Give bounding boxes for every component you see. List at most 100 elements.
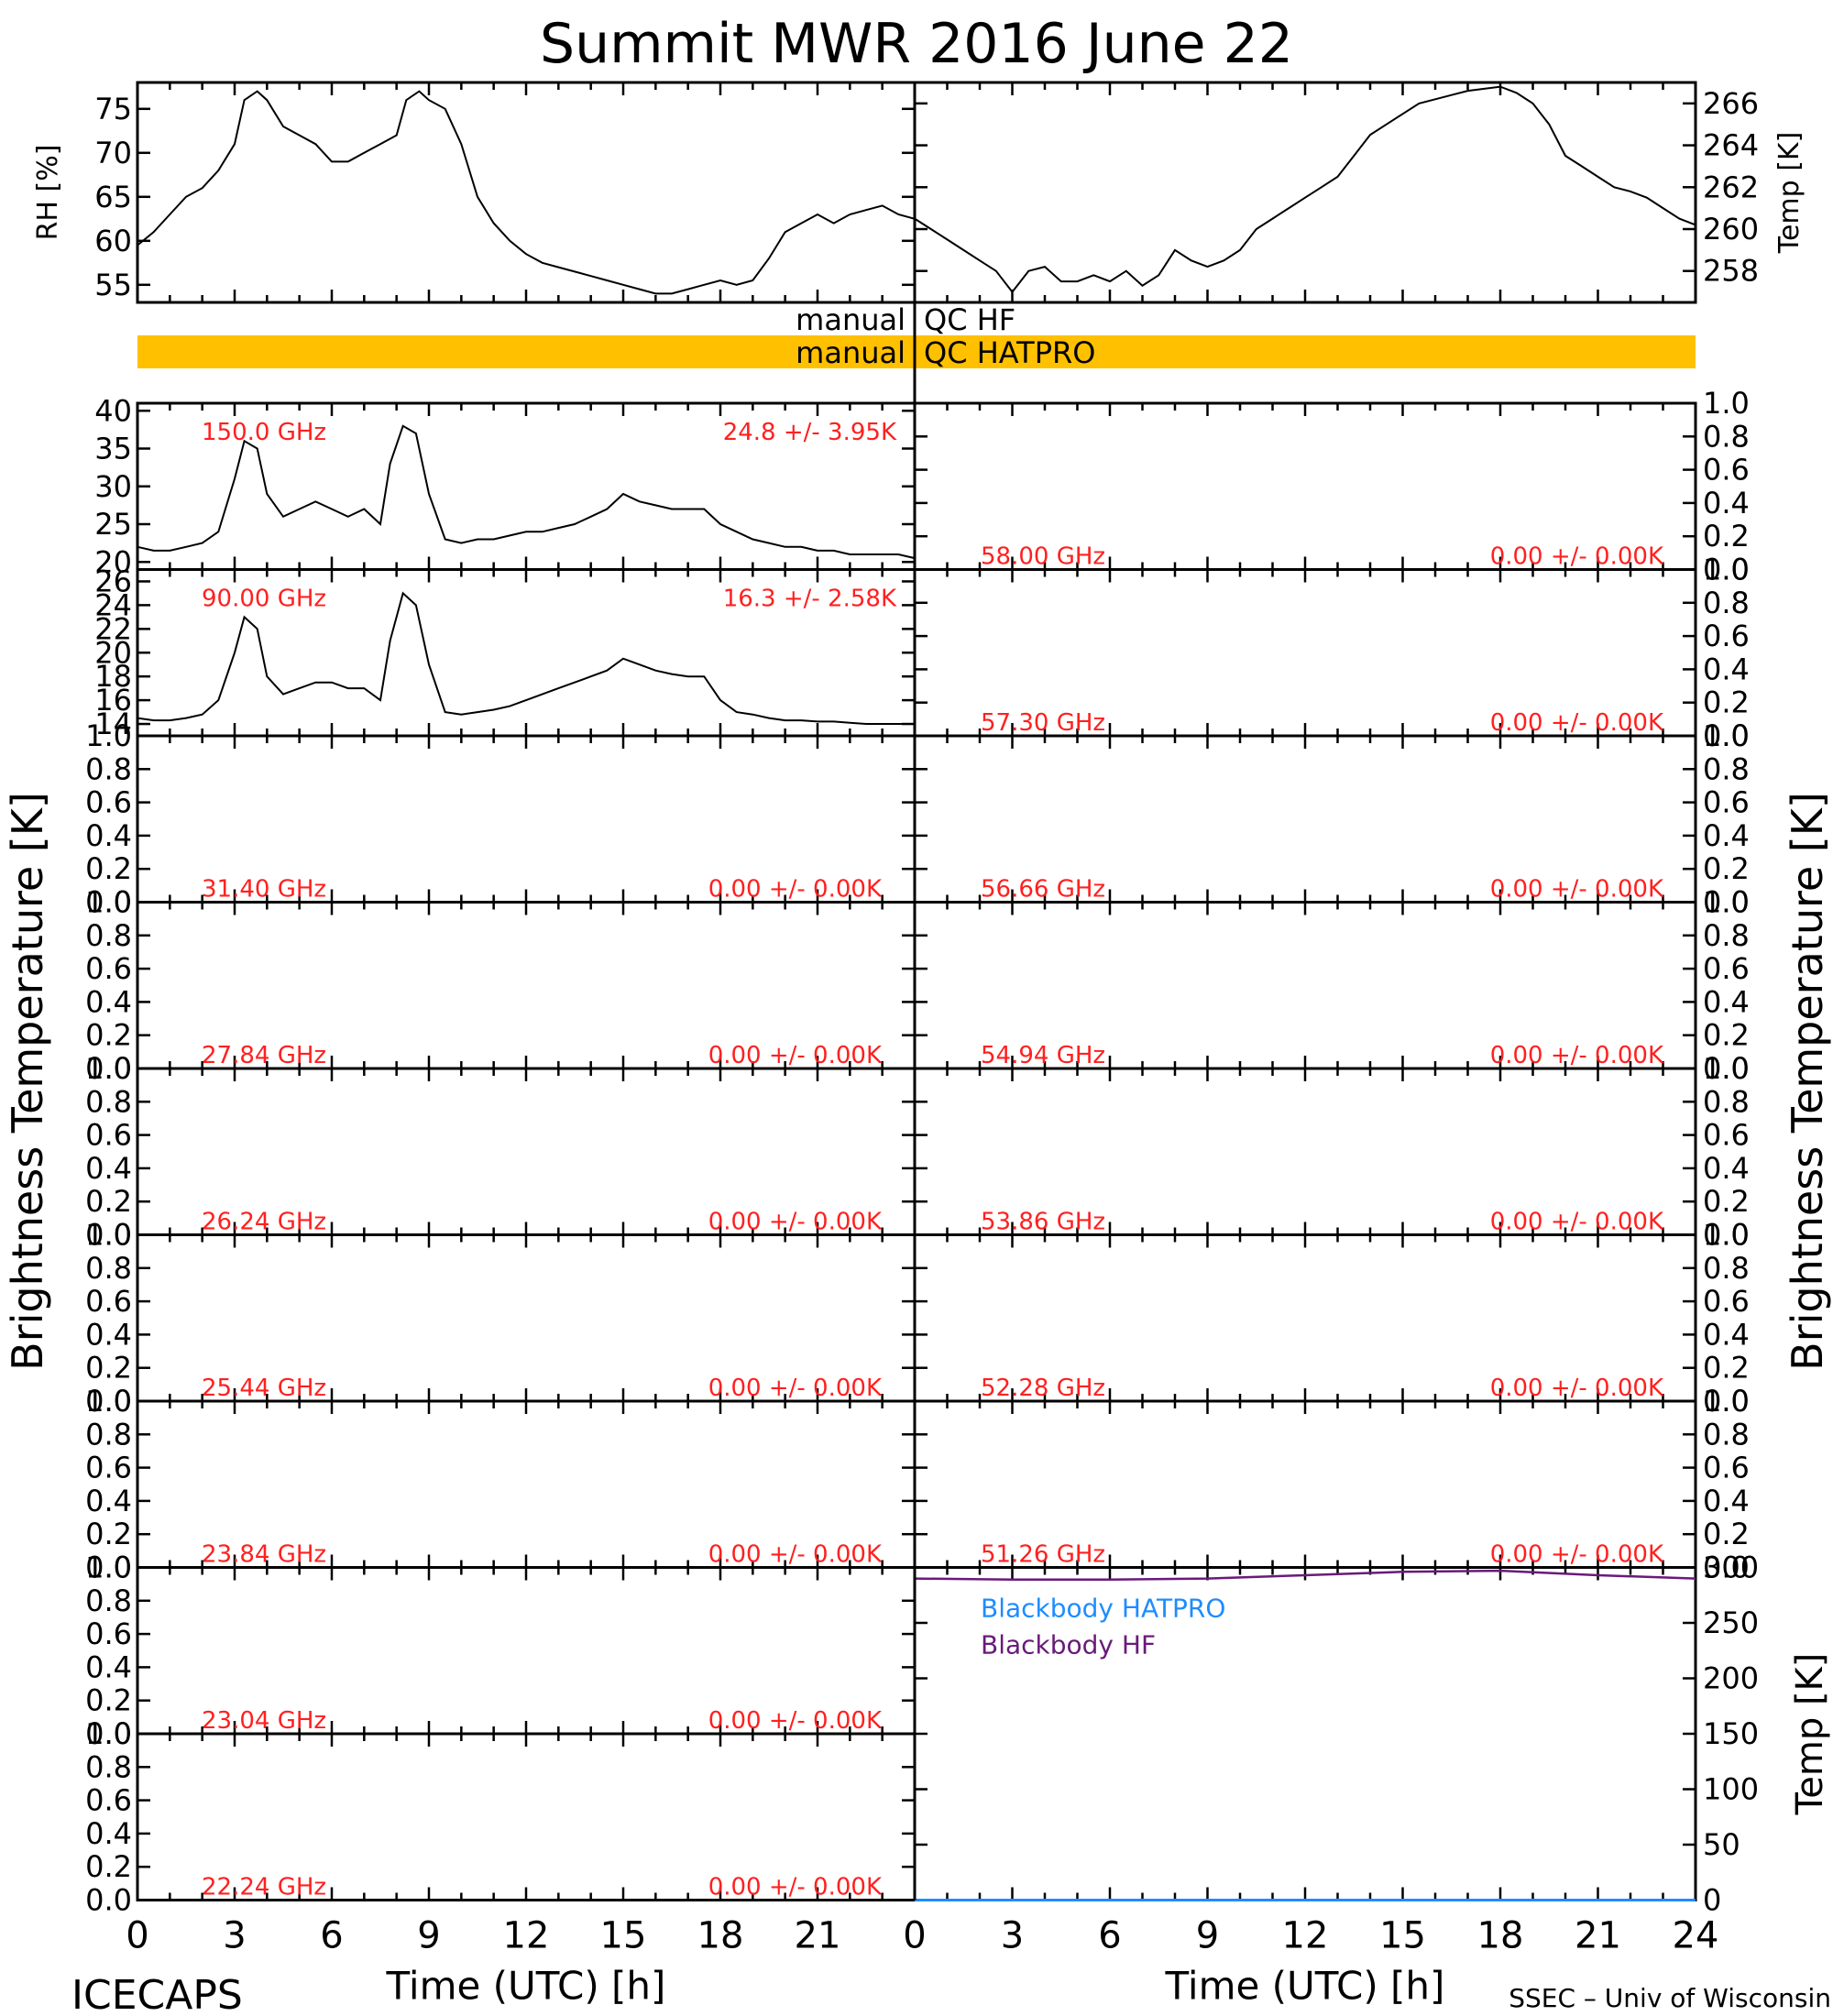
temp-ytick-label: 264 <box>1703 128 1759 163</box>
bt2224-ytick-label: 0.2 <box>85 1849 132 1884</box>
bt150-ytick-label: 25 <box>94 507 132 542</box>
bt2384-freq-label: 23.84 GHz <box>202 1541 326 1569</box>
bt2784-freq-label: 27.84 GHz <box>202 1042 326 1069</box>
bt5386-ytick-label: 1.0 <box>1703 1051 1750 1086</box>
right-xtick-label: 9 <box>1196 1915 1219 1957</box>
bt2224-ytick-label: 1.0 <box>85 1716 132 1751</box>
bt150-ytick-label: 35 <box>94 432 132 466</box>
bt5730-stats-label: 0.00 +/- 0.00K <box>1490 709 1664 737</box>
bt5228-ytick-label: 0.6 <box>1703 1284 1750 1319</box>
bt2544-ytick-label: 0.6 <box>85 1284 132 1319</box>
bt5666-ytick-label: 0.4 <box>1703 818 1750 853</box>
bt5666-ytick-label: 0.2 <box>1703 851 1750 886</box>
temp-ytick-label: 266 <box>1703 86 1759 121</box>
bt2784-ytick-label: 1.0 <box>85 885 132 920</box>
bt2784-ytick-label: 0.4 <box>85 984 132 1019</box>
blackbody-ylabel: Temp [K] <box>1789 1653 1831 1816</box>
left-xtick-label: 15 <box>600 1915 647 1957</box>
bt5666-ytick-label: 0.6 <box>1703 785 1750 820</box>
bt5386-ytick-label: 0.2 <box>1703 1184 1750 1219</box>
bt5730-ytick-label: 0.0 <box>1703 718 1750 753</box>
bt2384-ytick-label: 0.2 <box>85 1517 132 1551</box>
bt5666-ytick-label: 0.0 <box>1703 885 1750 920</box>
bt2384-ytick-label: 1.0 <box>85 1384 132 1419</box>
bt150-stats-label: 24.8 +/- 3.95K <box>723 419 897 446</box>
left-xtick-label: 9 <box>417 1915 440 1957</box>
bt5800-freq-label: 58.00 GHz <box>981 543 1105 571</box>
bt2624-freq-label: 26.24 GHz <box>202 1209 326 1236</box>
bt5666-ytick-label: 1.0 <box>1703 718 1750 753</box>
bt5800-ytick-label: 0.6 <box>1703 453 1750 488</box>
bt5730-ytick-label: 0.4 <box>1703 652 1750 686</box>
right-xtick-label: 15 <box>1379 1915 1426 1957</box>
bt150-ytick-label: 40 <box>94 393 132 428</box>
bt5494-ytick-label: 0.4 <box>1703 984 1750 1019</box>
bt90-ytick-label: 26 <box>94 564 132 598</box>
blackbody-hf-line <box>914 1569 1696 1582</box>
bt90-ytick-label: 18 <box>94 659 132 694</box>
bt5494-ytick-label: 0.2 <box>1703 1018 1750 1053</box>
temp-ytick-label: 258 <box>1703 254 1759 289</box>
bt5386-ytick-label: 0.8 <box>1703 1084 1750 1119</box>
bt2304-ytick-label: 0.8 <box>85 1583 132 1618</box>
bt5494-ytick-label: 0.8 <box>1703 918 1750 953</box>
bt5386-ytick-label: 0.4 <box>1703 1151 1750 1186</box>
bt5494-ytick-label: 0.6 <box>1703 951 1750 986</box>
bt5126-ytick-label: 0.0 <box>1703 1550 1750 1585</box>
bt2784-ytick-label: 0.0 <box>85 1051 132 1086</box>
bt5386-freq-label: 53.86 GHz <box>981 1209 1105 1236</box>
bt5800-ytick-label: 0.4 <box>1703 486 1750 520</box>
bt150-freq-label: 150.0 GHz <box>202 419 326 446</box>
bt2784-stats-label: 0.00 +/- 0.00K <box>708 1042 883 1069</box>
rh-ytick-label: 75 <box>94 92 132 126</box>
bt5800-ytick-label: 1.0 <box>1703 386 1750 421</box>
bt5386-ytick-label: 0.0 <box>1703 1218 1750 1253</box>
bt5228-ytick-label: 1.0 <box>1703 1218 1750 1253</box>
bt2224-ytick-label: 0.0 <box>85 1883 132 1918</box>
bt2304-ytick-label: 0.0 <box>85 1716 132 1751</box>
left-xtick-label: 18 <box>697 1915 744 1957</box>
bt90-ytick-label: 14 <box>94 707 132 741</box>
bt2544-ytick-label: 0.8 <box>85 1251 132 1286</box>
right-xtick-label: 12 <box>1282 1915 1329 1957</box>
left-ylabel: Brightness Temperature [K] <box>3 792 52 1371</box>
bt5494-stats-label: 0.00 +/- 0.00K <box>1490 1042 1664 1069</box>
bt5126-freq-label: 51.26 GHz <box>981 1541 1105 1569</box>
bt5126-ytick-label: 0.2 <box>1703 1517 1750 1551</box>
bt90-ytick-label: 24 <box>94 587 132 622</box>
bt2544-ytick-label: 1.0 <box>85 1218 132 1253</box>
left-xtick-label: 3 <box>223 1915 246 1957</box>
bt5126-ytick-label: 1.0 <box>1703 1384 1750 1419</box>
qc-hatpro-right: QC HATPRO <box>924 335 1095 370</box>
bt5730-freq-label: 57.30 GHz <box>981 709 1105 737</box>
bt5730-ytick-label: 0.2 <box>1703 685 1750 720</box>
blackbody-ytick-label: 0 <box>1703 1883 1721 1918</box>
qc-hf-right: QC HF <box>924 302 1015 337</box>
left-x-axis-label: Time (UTC) [h] <box>386 1964 666 2009</box>
bt2224-ytick-label: 0.4 <box>85 1816 132 1851</box>
bt2624-ytick-label: 0.8 <box>85 1084 132 1119</box>
bt2304-freq-label: 23.04 GHz <box>202 1707 326 1735</box>
bt2224-freq-label: 22.24 GHz <box>202 1874 326 1901</box>
right-xtick-label: 0 <box>903 1915 926 1957</box>
bt2624-stats-label: 0.00 +/- 0.00K <box>708 1209 883 1236</box>
bt5126-ytick-label: 0.4 <box>1703 1484 1750 1518</box>
bt3140-ytick-label: 0.2 <box>85 851 132 886</box>
bt2304-ytick-label: 1.0 <box>85 1550 132 1585</box>
temp-ytick-label: 262 <box>1703 170 1759 204</box>
temp-series-line <box>914 85 1696 294</box>
bt90-ytick-label: 16 <box>94 683 132 718</box>
bt2624-ytick-label: 0.6 <box>85 1118 132 1153</box>
right-xtick-label: 21 <box>1575 1915 1621 1957</box>
bt2544-freq-label: 25.44 GHz <box>202 1375 326 1402</box>
bt90-ytick-label: 20 <box>94 635 132 670</box>
bt5126-ytick-label: 0.6 <box>1703 1451 1750 1485</box>
temp-ylabel: Temp [K] <box>1773 132 1806 255</box>
blackbody-ytick-label: 250 <box>1703 1605 1759 1640</box>
bt5228-ytick-label: 0.4 <box>1703 1317 1750 1352</box>
bt2304-ytick-label: 0.2 <box>85 1683 132 1718</box>
footer-left: ICECAPS <box>71 1972 243 2016</box>
rh-series-line <box>137 90 916 295</box>
